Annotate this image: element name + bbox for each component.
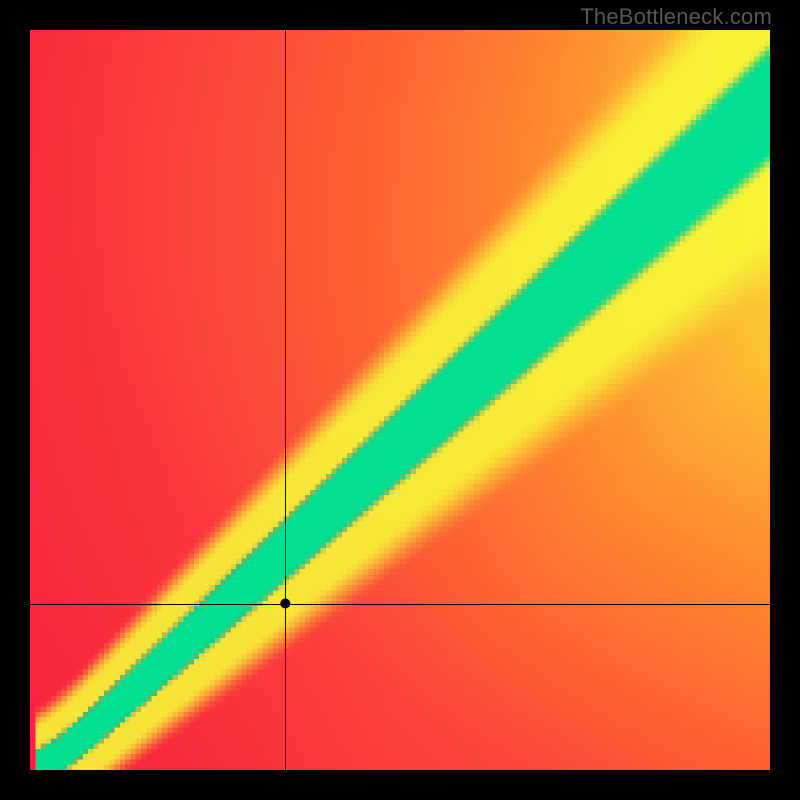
crosshair-overlay (30, 30, 770, 770)
heatmap-plot (30, 30, 770, 770)
watermark-text: TheBottleneck.com (580, 4, 772, 30)
